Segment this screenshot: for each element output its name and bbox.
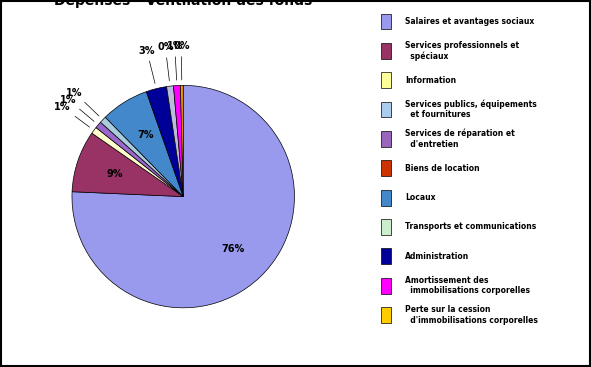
Text: 0%: 0% bbox=[173, 41, 190, 80]
FancyBboxPatch shape bbox=[381, 248, 391, 264]
FancyBboxPatch shape bbox=[381, 72, 391, 88]
Text: 1%: 1% bbox=[60, 95, 94, 121]
Text: 1%: 1% bbox=[167, 41, 183, 80]
Wedge shape bbox=[72, 133, 183, 197]
Text: Salaires et avantages sociaux: Salaires et avantages sociaux bbox=[405, 17, 534, 26]
Text: 1%: 1% bbox=[66, 87, 99, 116]
Wedge shape bbox=[147, 87, 183, 197]
Text: Locaux: Locaux bbox=[405, 193, 436, 202]
FancyBboxPatch shape bbox=[381, 43, 391, 59]
Wedge shape bbox=[100, 117, 183, 197]
FancyBboxPatch shape bbox=[381, 131, 391, 147]
Wedge shape bbox=[180, 86, 183, 197]
Title: Dépenses - Ventilation des fonds: Dépenses - Ventilation des fonds bbox=[54, 0, 312, 8]
Text: Administration: Administration bbox=[405, 252, 469, 261]
Text: 1%: 1% bbox=[54, 102, 90, 127]
FancyBboxPatch shape bbox=[381, 160, 391, 176]
Text: 0%: 0% bbox=[157, 42, 174, 81]
Text: Services publics, équipements
  et fournitures: Services publics, équipements et fournit… bbox=[405, 99, 537, 120]
Wedge shape bbox=[105, 92, 183, 197]
FancyBboxPatch shape bbox=[381, 219, 391, 235]
Text: Services de réparation et
  d'entretien: Services de réparation et d'entretien bbox=[405, 129, 515, 149]
Text: Amortissement des
  immobilisations corporelles: Amortissement des immobilisations corpor… bbox=[405, 276, 530, 295]
Text: Perte sur la cession
  d'immobilisations corporelles: Perte sur la cession d'immobilisations c… bbox=[405, 305, 538, 325]
Text: 76%: 76% bbox=[222, 244, 245, 254]
Text: 3%: 3% bbox=[139, 46, 155, 83]
Wedge shape bbox=[92, 128, 183, 197]
FancyBboxPatch shape bbox=[381, 278, 391, 294]
FancyBboxPatch shape bbox=[381, 190, 391, 206]
Wedge shape bbox=[174, 86, 183, 197]
Text: Services professionnels et
  spéciaux: Services professionnels et spéciaux bbox=[405, 41, 519, 61]
Wedge shape bbox=[96, 122, 183, 197]
FancyBboxPatch shape bbox=[381, 14, 391, 29]
FancyBboxPatch shape bbox=[381, 307, 391, 323]
Text: Information: Information bbox=[405, 76, 456, 85]
Wedge shape bbox=[167, 86, 183, 197]
FancyBboxPatch shape bbox=[381, 102, 391, 117]
Text: 9%: 9% bbox=[107, 168, 124, 179]
Text: 7%: 7% bbox=[137, 131, 154, 141]
Text: Transports et communications: Transports et communications bbox=[405, 222, 537, 232]
Text: Biens de location: Biens de location bbox=[405, 164, 480, 173]
Wedge shape bbox=[72, 86, 294, 308]
